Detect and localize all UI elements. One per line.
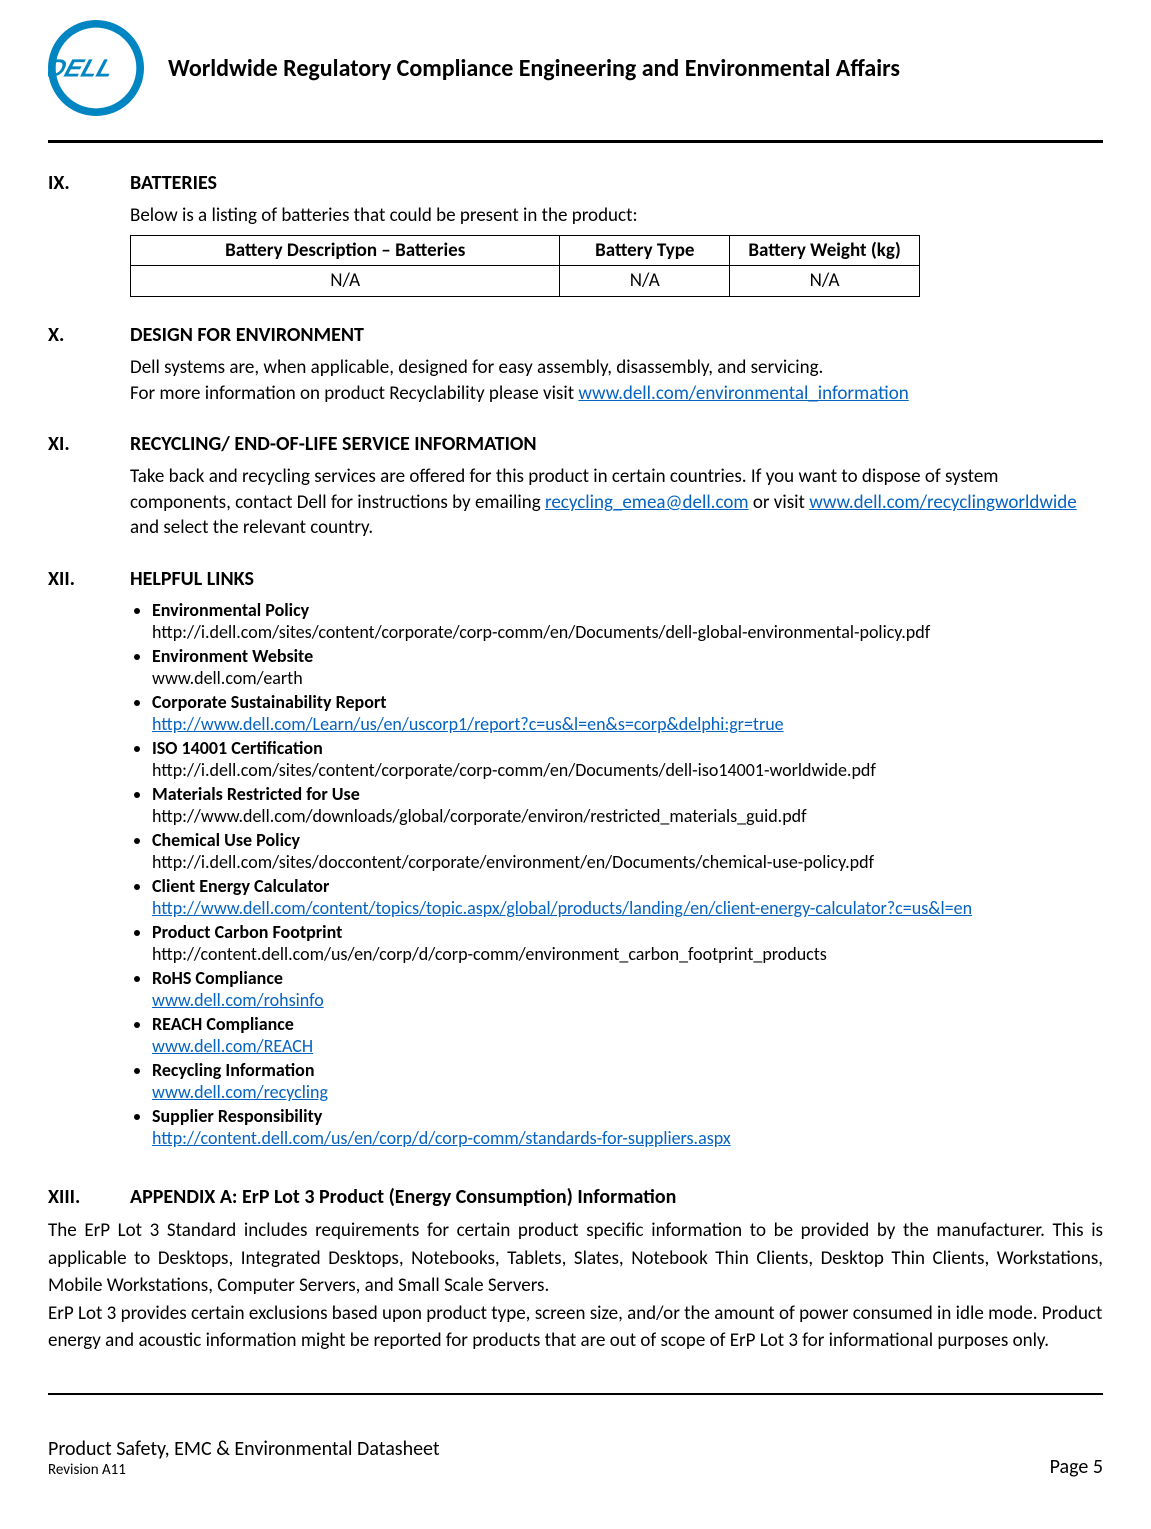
section-title: DESIGN FOR ENVIRONMENT bbox=[130, 323, 364, 347]
link-item-title: Environment Website bbox=[152, 645, 313, 667]
section-batteries: IX. BATTERIES Below is a listing of batt… bbox=[48, 171, 1103, 297]
dfe-line1: Dell systems are, when applicable, desig… bbox=[130, 355, 1103, 381]
section-title: RECYCLING/ END-OF-LIFE SERVICE INFORMATI… bbox=[130, 432, 537, 456]
list-item: ISO 14001 Certificationhttp://i.dell.com… bbox=[152, 737, 1103, 781]
footer-page-number: Page 5 bbox=[1050, 1455, 1103, 1479]
cell-type: N/A bbox=[560, 266, 730, 297]
link-item-title: Recycling Information bbox=[152, 1059, 315, 1081]
section-title: HELPFUL LINKS bbox=[130, 567, 254, 591]
batteries-intro: Below is a listing of batteries that cou… bbox=[130, 203, 1103, 229]
appendix-p2: ErP Lot 3 provides certain exclusions ba… bbox=[48, 1300, 1103, 1355]
page-title: Worldwide Regulatory Compliance Engineer… bbox=[168, 54, 900, 83]
list-item: REACH Compliancewww.dell.com/REACH bbox=[152, 1013, 1103, 1057]
page-footer: Product Safety, EMC & Environmental Data… bbox=[48, 1393, 1103, 1479]
link-item-url[interactable]: http://www.dell.com/content/topics/topic… bbox=[152, 897, 1103, 919]
link-item-title: Supplier Responsibility bbox=[152, 1105, 322, 1127]
link-item-title: Client Energy Calculator bbox=[152, 875, 329, 897]
link-item-title: Chemical Use Policy bbox=[152, 829, 300, 851]
table-header-row: Battery Description – Batteries Battery … bbox=[131, 235, 920, 266]
footer-divider bbox=[48, 1393, 1103, 1395]
recycling-email-link[interactable]: recycling_emea@dell.com bbox=[545, 491, 749, 514]
link-item-url: http://i.dell.com/sites/content/corporat… bbox=[152, 621, 1103, 643]
section-number: XII. bbox=[48, 567, 130, 591]
list-item: Corporate Sustainability Reporthttp://ww… bbox=[152, 691, 1103, 735]
list-item: RoHS Compliancewww.dell.com/rohsinfo bbox=[152, 967, 1103, 1011]
link-item-url[interactable]: www.dell.com/recycling bbox=[152, 1081, 1103, 1103]
link-item-title: Environmental Policy bbox=[152, 599, 309, 621]
link-item-url: http://www.dell.com/downloads/global/cor… bbox=[152, 805, 1103, 827]
col-description: Battery Description – Batteries bbox=[131, 235, 560, 266]
link-item-url[interactable]: http://www.dell.com/Learn/us/en/uscorp1/… bbox=[152, 713, 1103, 735]
list-item: Environmental Policyhttp://i.dell.com/si… bbox=[152, 599, 1103, 643]
link-item-url: www.dell.com/earth bbox=[152, 667, 1103, 689]
link-item-url: http://i.dell.com/sites/doccontent/corpo… bbox=[152, 851, 1103, 873]
svg-text:DELL: DELL bbox=[48, 55, 117, 82]
list-item: Chemical Use Policyhttp://i.dell.com/sit… bbox=[152, 829, 1103, 873]
cell-weight: N/A bbox=[730, 266, 920, 297]
link-item-title: RoHS Compliance bbox=[152, 967, 283, 989]
list-item: Client Energy Calculatorhttp://www.dell.… bbox=[152, 875, 1103, 919]
table-row: N/A N/A N/A bbox=[131, 266, 920, 297]
recycling-worldwide-link[interactable]: www.dell.com/recyclingworldwide bbox=[809, 491, 1077, 514]
link-item-url[interactable]: www.dell.com/rohsinfo bbox=[152, 989, 1103, 1011]
link-item-url: http://i.dell.com/sites/content/corporat… bbox=[152, 759, 1103, 781]
helpful-links-list: Environmental Policyhttp://i.dell.com/si… bbox=[130, 599, 1103, 1149]
link-item-title: Corporate Sustainability Report bbox=[152, 691, 387, 713]
dell-logo: DELL bbox=[48, 20, 144, 116]
section-title: BATTERIES bbox=[130, 171, 217, 195]
environmental-info-link[interactable]: www.dell.com/environmental_information bbox=[578, 382, 908, 405]
section-number: XI. bbox=[48, 432, 130, 456]
cell-description: N/A bbox=[131, 266, 560, 297]
section-number: XIII. bbox=[48, 1185, 130, 1209]
list-item: Recycling Informationwww.dell.com/recycl… bbox=[152, 1059, 1103, 1103]
link-item-url[interactable]: www.dell.com/REACH bbox=[152, 1035, 1103, 1057]
batteries-table: Battery Description – Batteries Battery … bbox=[130, 235, 920, 297]
section-appendix-a: XIII. APPENDIX A: ErP Lot 3 Product (Ene… bbox=[48, 1185, 1103, 1355]
list-item: Materials Restricted for Usehttp://www.d… bbox=[152, 783, 1103, 827]
link-item-title: Product Carbon Footprint bbox=[152, 921, 342, 943]
col-weight: Battery Weight (kg) bbox=[730, 235, 920, 266]
dfe-line2: For more information on product Recyclab… bbox=[130, 381, 1103, 407]
link-item-url: http://content.dell.com/us/en/corp/d/cor… bbox=[152, 943, 1103, 965]
section-recycling: XI. RECYCLING/ END-OF-LIFE SERVICE INFOR… bbox=[48, 432, 1103, 541]
section-title: APPENDIX A: ErP Lot 3 Product (Energy Co… bbox=[130, 1185, 676, 1209]
col-type: Battery Type bbox=[560, 235, 730, 266]
page-header: DELL Worldwide Regulatory Compliance Eng… bbox=[48, 20, 1103, 116]
footer-revision: Revision A11 bbox=[48, 1461, 440, 1479]
link-item-title: ISO 14001 Certification bbox=[152, 737, 323, 759]
header-divider bbox=[48, 140, 1103, 143]
list-item: Product Carbon Footprinthttp://content.d… bbox=[152, 921, 1103, 965]
link-item-url[interactable]: http://content.dell.com/us/en/corp/d/cor… bbox=[152, 1127, 1103, 1149]
section-design-for-environment: X. DESIGN FOR ENVIRONMENT Dell systems a… bbox=[48, 323, 1103, 406]
section-helpful-links: XII. HELPFUL LINKS Environmental Policyh… bbox=[48, 567, 1103, 1149]
list-item: Supplier Responsibilityhttp://content.de… bbox=[152, 1105, 1103, 1149]
footer-doc-title: Product Safety, EMC & Environmental Data… bbox=[48, 1437, 440, 1461]
appendix-p1: The ErP Lot 3 Standard includes requirem… bbox=[48, 1217, 1103, 1300]
section-number: IX. bbox=[48, 171, 130, 195]
list-item: Environment Websitewww.dell.com/earth bbox=[152, 645, 1103, 689]
link-item-title: REACH Compliance bbox=[152, 1013, 294, 1035]
link-item-title: Materials Restricted for Use bbox=[152, 783, 360, 805]
section-number: X. bbox=[48, 323, 130, 347]
